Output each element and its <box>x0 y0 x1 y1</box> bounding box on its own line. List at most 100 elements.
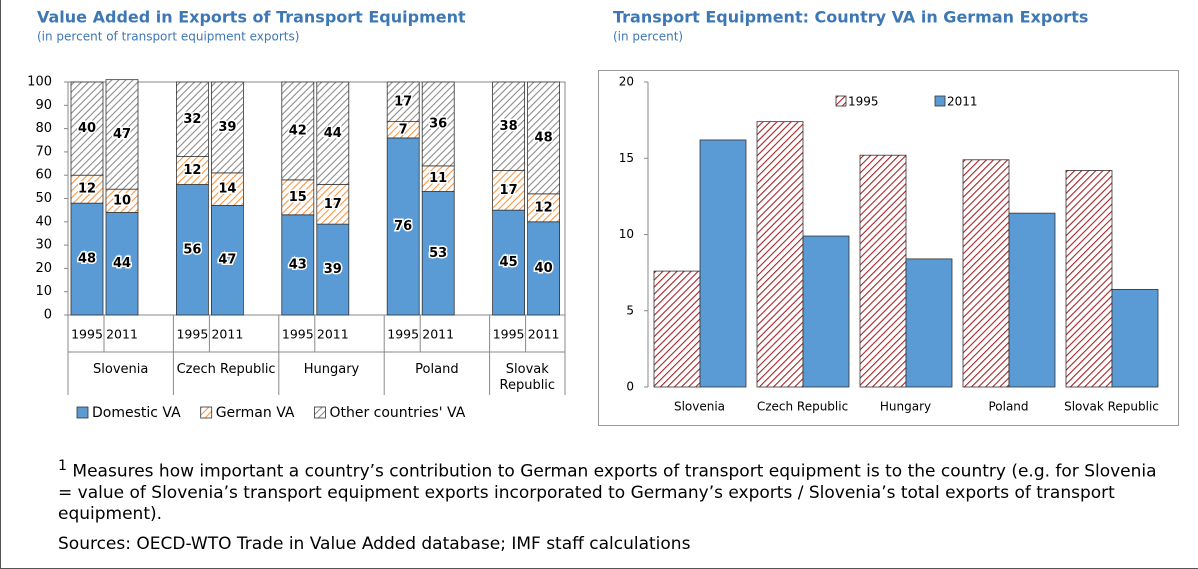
data-label: 17 <box>324 197 342 212</box>
bar-segment <box>386 81 420 123</box>
chart-frame <box>598 70 1179 426</box>
legend-swatch <box>835 95 847 107</box>
bar <box>1111 288 1159 388</box>
group-label: Slovak Republic <box>499 362 556 393</box>
bar-segment <box>210 205 244 316</box>
bar-segment <box>421 81 455 167</box>
legend-label: 1995 <box>848 95 879 109</box>
y-tick-label: 20 <box>619 75 634 89</box>
bar-segment <box>492 209 526 316</box>
data-label: 76 <box>394 219 412 234</box>
x-tick-label: 1995 <box>387 327 419 342</box>
y-tick-label: 10 <box>619 227 634 241</box>
x-tick-label: 2011 <box>317 327 349 342</box>
bar <box>962 159 1010 388</box>
legend-label: German VA <box>216 405 295 421</box>
bar <box>905 258 953 388</box>
y-tick-label: 40 <box>35 214 52 229</box>
legend-swatch <box>200 406 213 419</box>
data-label: 39 <box>218 120 236 135</box>
bar-segment <box>492 81 526 171</box>
x-tick-label: 2011 <box>106 327 138 342</box>
x-tick-label: 1995 <box>71 327 103 342</box>
data-label: 12 <box>78 182 96 197</box>
bar-segment <box>281 179 315 216</box>
data-label: 17 <box>394 94 412 109</box>
data-label: 39 <box>324 262 342 277</box>
y-tick-label: 50 <box>35 191 52 206</box>
data-label: 45 <box>500 255 518 270</box>
chart-title: Transport Equipment: Country VA in Germa… <box>613 8 1088 27</box>
group-label: Slovenia <box>93 362 149 377</box>
bar-segment <box>316 81 350 185</box>
y-tick-label: 20 <box>35 261 52 276</box>
chart-subtitle: (in percent) <box>613 30 683 44</box>
y-tick-label: 10 <box>35 284 52 299</box>
group-label: Hungary <box>303 362 360 377</box>
bar-segment <box>210 172 244 206</box>
y-tick-label: 5 <box>626 303 634 317</box>
bar-segment <box>70 202 104 316</box>
bar <box>802 235 850 388</box>
data-label: 47 <box>113 127 131 142</box>
bar-segment <box>175 184 209 316</box>
bar-segment <box>386 137 420 316</box>
legend-label: Domestic VA <box>92 405 181 421</box>
data-label: 40 <box>535 261 553 276</box>
data-label: 12 <box>183 163 201 178</box>
y-tick-label: 0 <box>626 380 634 394</box>
data-label: 12 <box>535 200 553 215</box>
legend-swatch <box>934 95 946 107</box>
bar-segment <box>316 184 350 225</box>
data-label: 48 <box>535 130 553 145</box>
footnote-text: Measures how important a country’s contr… <box>58 461 1157 524</box>
x-tick-label: 2011 <box>211 327 243 342</box>
legend-label: Other countries' VA <box>329 405 465 421</box>
bar <box>1008 212 1056 388</box>
bar-segment <box>527 81 560 195</box>
bar <box>1065 170 1113 388</box>
data-label: 47 <box>218 253 236 268</box>
y-tick-label: 15 <box>619 151 634 165</box>
x-tick-label: 1995 <box>176 327 208 342</box>
data-label: 11 <box>429 171 447 186</box>
footnote-marker: 1 <box>58 458 68 474</box>
group-label: Czech Republic <box>176 362 276 377</box>
y-tick-label: 0 <box>44 308 52 323</box>
x-tick-label: 1995 <box>282 327 314 342</box>
legend-swatch <box>314 406 326 419</box>
data-label: 40 <box>78 121 96 136</box>
x-tick-label: Slovak Republic <box>1064 400 1159 414</box>
data-label: 7 <box>399 122 408 137</box>
x-tick-label: Slovenia <box>674 400 725 414</box>
data-label: 44 <box>324 126 342 141</box>
bar-segment <box>527 221 560 316</box>
group-label: Poland <box>415 362 459 377</box>
bar-segment <box>281 81 315 181</box>
data-label: 44 <box>113 256 131 271</box>
data-label: 38 <box>500 119 518 134</box>
data-label: 32 <box>183 112 201 127</box>
footnote: 1 Measures how important a country’s con… <box>58 456 1168 525</box>
bar-segment <box>105 212 139 316</box>
legend-swatch <box>76 406 89 419</box>
data-label: 14 <box>218 182 236 197</box>
y-tick-label: 30 <box>35 238 52 253</box>
data-label: 48 <box>78 252 96 267</box>
bar-segment <box>70 81 104 176</box>
bar <box>653 270 701 388</box>
source: Sources: OECD-WTO Trade in Value Added d… <box>58 534 691 554</box>
data-label: 17 <box>500 183 518 198</box>
x-tick-label: Czech Republic <box>757 400 848 414</box>
bar-segment <box>316 223 350 316</box>
bar-segment <box>175 81 209 157</box>
data-label: 15 <box>289 190 307 205</box>
data-label: 10 <box>113 193 131 208</box>
bar-segment <box>492 170 526 211</box>
bar <box>699 139 747 388</box>
bar <box>859 154 907 388</box>
x-tick-label: 2011 <box>528 327 560 342</box>
y-tick-label: 90 <box>35 98 52 113</box>
x-tick-label: Hungary <box>880 400 931 414</box>
